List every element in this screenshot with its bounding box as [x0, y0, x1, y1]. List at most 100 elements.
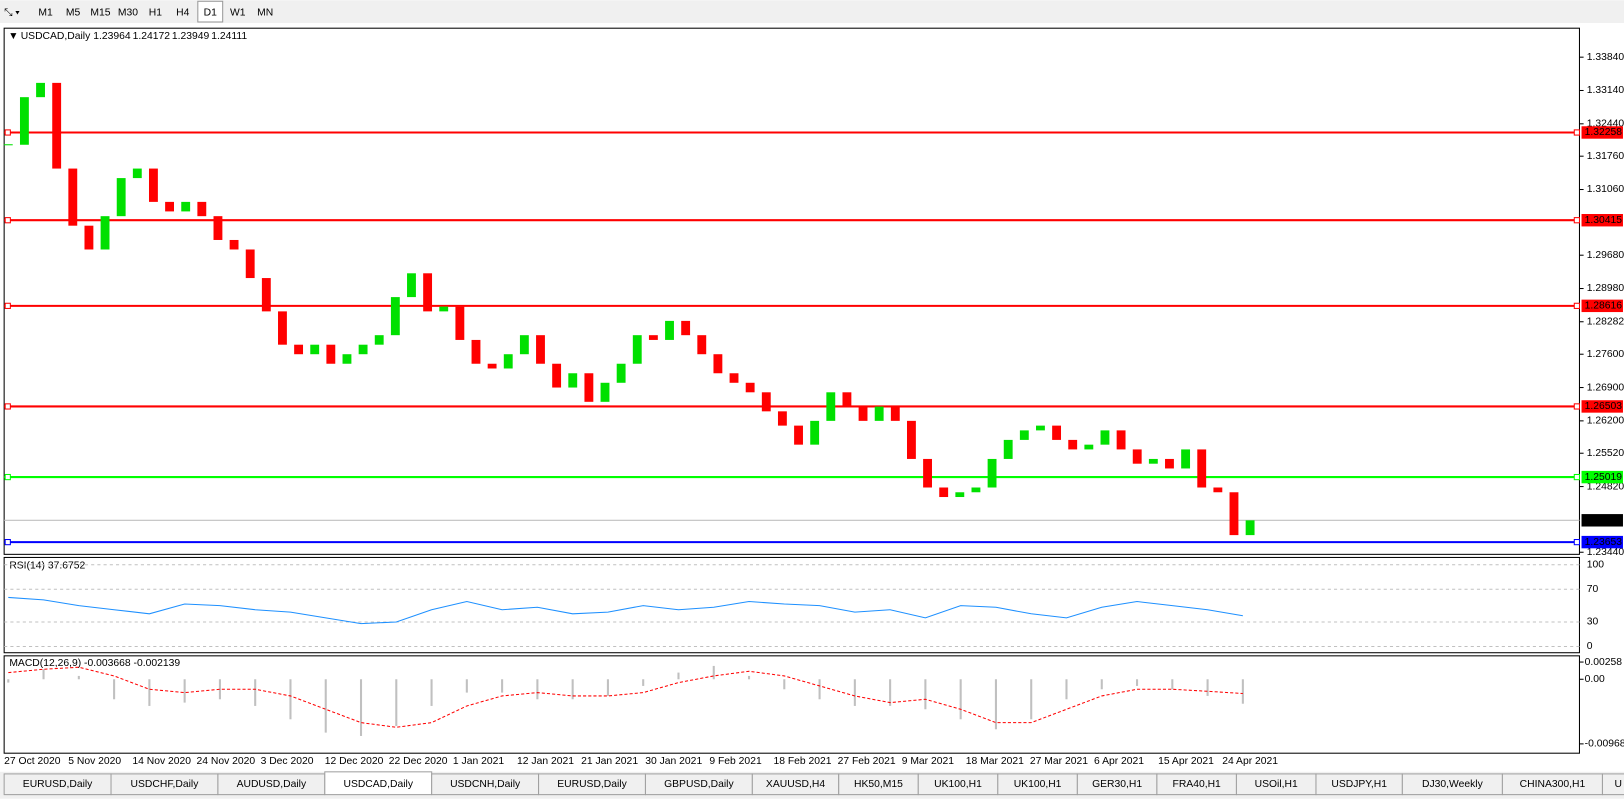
macd-bar — [395, 679, 398, 726]
candle — [906, 420, 916, 459]
candle — [826, 392, 836, 421]
tab-label[interactable]: AUDUSD,Daily — [237, 779, 307, 790]
toolbar-icon[interactable]: ⤡ ▾ — [4, 7, 20, 18]
x-tick-label: 27 Feb 2021 — [838, 756, 896, 767]
macd-bar — [959, 679, 962, 720]
macd-bar — [183, 679, 186, 703]
collapse-arrow: ▼ — [8, 31, 18, 42]
candle — [358, 344, 368, 355]
timeframe-button[interactable]: M1 — [38, 7, 53, 18]
y-tick-label: 1.25520 — [1587, 448, 1624, 459]
macd-bar — [1100, 679, 1103, 690]
rsi-tick-label: 70 — [1587, 584, 1599, 595]
level-handle — [1573, 473, 1580, 481]
tab-label[interactable]: USDCAD,Daily — [343, 779, 413, 790]
level-handle — [4, 129, 11, 136]
x-tick-label: 14 Nov 2020 — [132, 756, 191, 767]
candle — [503, 354, 513, 369]
tab-label[interactable]: USDCNH,Daily — [450, 779, 521, 790]
tab-label[interactable]: CHINA300,H1 — [1520, 779, 1586, 790]
toolbar — [0, 0, 1624, 24]
candle — [1165, 458, 1174, 469]
macd-bar — [218, 679, 221, 700]
timeframe-button[interactable]: MN — [257, 7, 273, 18]
tab-label[interactable]: USDJPY,H1 — [1331, 779, 1387, 790]
candle — [68, 168, 78, 226]
y-tick-label: 1.28282 — [1587, 316, 1624, 327]
current-price-bg — [1581, 514, 1623, 527]
macd-bar — [783, 679, 786, 690]
macd-bar — [42, 669, 45, 680]
candle — [132, 168, 142, 179]
level-label: 1.30415 — [1585, 215, 1623, 226]
rsi-pane — [3, 556, 1580, 654]
candle — [278, 311, 287, 345]
tab-label[interactable]: GBPUSD,Daily — [664, 779, 734, 790]
tab-label[interactable]: XAUUSD,H4 — [766, 779, 825, 790]
candle — [1245, 520, 1255, 536]
candle — [1019, 430, 1029, 440]
y-tick-label: 1.33140 — [1587, 85, 1624, 96]
tab[interactable] — [1601, 773, 1624, 796]
level-label-bg — [1581, 400, 1623, 413]
tab-label[interactable]: U — [1615, 779, 1622, 790]
candle — [713, 354, 723, 374]
candle — [842, 392, 852, 407]
tab-label[interactable]: EURUSD,Daily — [557, 779, 627, 790]
candle — [390, 297, 400, 336]
macd-bar — [994, 679, 997, 730]
x-tick-label: 5 Nov 2020 — [68, 756, 121, 767]
timeframe-button[interactable]: D1 — [204, 7, 217, 18]
macd-bar — [1241, 679, 1244, 704]
candle — [600, 382, 610, 402]
candle — [1003, 439, 1013, 459]
candle — [1100, 430, 1110, 445]
rsi-title: RSI(14) 37.6752 — [9, 560, 85, 571]
macd-tick-label: -0.009687 — [1585, 739, 1624, 750]
candle — [245, 249, 255, 279]
macd-bar — [7, 679, 10, 683]
macd-bar — [113, 679, 116, 700]
level-handle — [4, 217, 11, 224]
tab-label[interactable]: USOil,H1 — [1255, 779, 1298, 790]
candle — [1181, 449, 1191, 469]
candle — [148, 168, 158, 202]
candle — [471, 339, 481, 364]
candle — [294, 344, 304, 355]
candle — [858, 406, 868, 421]
tab-label[interactable]: DJ30,Weekly — [1422, 779, 1484, 790]
tab-label[interactable]: EURUSD,Daily — [23, 779, 93, 790]
x-tick-label: 18 Mar 2021 — [966, 756, 1024, 767]
candle — [165, 201, 174, 212]
candle — [939, 487, 949, 498]
candle — [584, 373, 594, 402]
rsi-tick-label: 100 — [1587, 559, 1605, 570]
candle — [568, 373, 578, 388]
tab-label[interactable]: UK100,H1 — [1014, 779, 1062, 790]
timeframe-button[interactable]: W1 — [230, 7, 246, 18]
tab-label[interactable]: USDCHF,Daily — [131, 779, 200, 790]
timeframe-button[interactable]: M5 — [66, 7, 81, 18]
tab-label[interactable]: UK100,H1 — [934, 779, 982, 790]
timeframe-button[interactable]: M30 — [118, 7, 138, 18]
timeframe-button[interactable]: M15 — [90, 7, 110, 18]
candle — [632, 335, 642, 364]
tab-label[interactable]: HK50,M15 — [854, 779, 903, 790]
candle — [665, 320, 674, 340]
candle — [648, 335, 658, 340]
timeframe-button[interactable]: H1 — [149, 7, 162, 18]
candle — [229, 239, 239, 250]
macd-bar — [924, 679, 927, 710]
macd-bar — [430, 679, 433, 706]
macd-bar — [1030, 679, 1033, 720]
tab-label[interactable]: FRA40,H1 — [1173, 779, 1222, 790]
rsi-tick-label: 30 — [1587, 617, 1599, 628]
level-handle — [4, 302, 11, 309]
tab-label[interactable]: GER30,H1 — [1092, 779, 1142, 790]
level-handle — [1573, 217, 1580, 224]
y-tick-label: 1.29680 — [1587, 250, 1624, 261]
candle — [3, 144, 13, 146]
timeframe-button[interactable]: H4 — [176, 7, 189, 18]
macd-bar — [818, 679, 821, 700]
